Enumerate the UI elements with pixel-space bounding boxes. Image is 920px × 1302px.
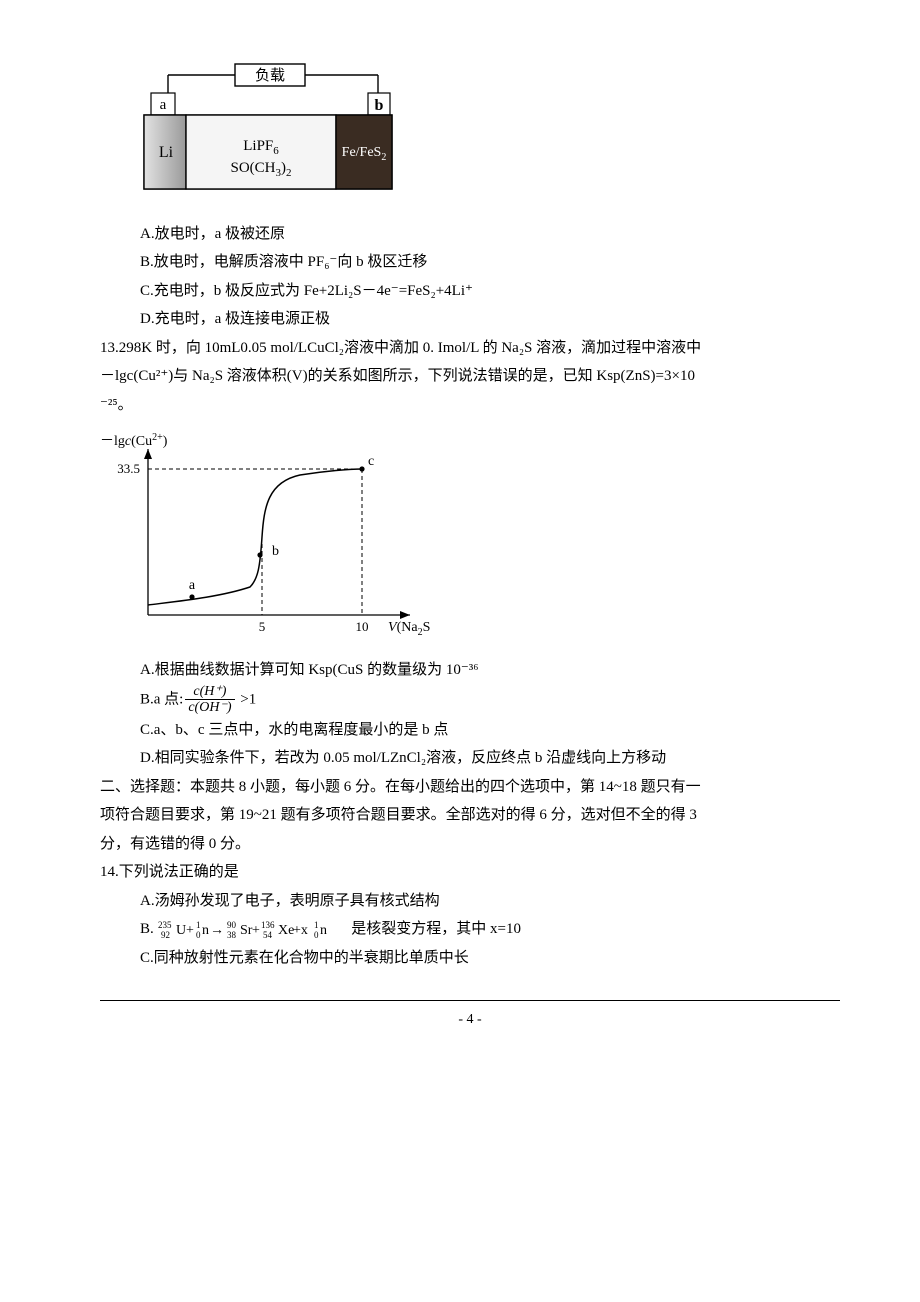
svg-text:0: 0 (314, 930, 319, 940)
svg-text:92: 92 (161, 930, 170, 940)
svg-text:1: 1 (196, 920, 201, 930)
q13b-den: c(OH⁻) (185, 700, 234, 715)
battery-diagram: 负载 a b Li LiPF6 SO(CH3)2 Fe/FeS2 (140, 60, 840, 206)
svg-text:n: n (202, 923, 209, 938)
svg-text:+: + (252, 923, 260, 938)
svg-text:→: → (210, 923, 224, 938)
svg-text:Sr: Sr (240, 923, 253, 938)
li-label: Li (159, 144, 174, 161)
svg-text:Xe: Xe (278, 923, 294, 938)
ylabel: －lgc(Cu2+) (100, 432, 168, 449)
svg-text:n: n (320, 923, 327, 938)
q13b-prefix: B.a 点: (140, 691, 183, 707)
q13-option-d: D.相同实验条件下，若改为 0.05 mol/LZnCl₂溶液，反应终点 b 沿… (140, 744, 840, 773)
q13-option-c: C.a、b、c 三点中，水的电离程度最小的是 b 点 (140, 716, 840, 745)
q14b-suffix: 是核裂变方程，其中 x=10 (351, 921, 521, 937)
section2-l1: 二、选择题：本题共 8 小题，每小题 6 分。在每小题给出的四个选项中，第 14… (100, 773, 840, 802)
svg-text:1: 1 (314, 920, 319, 930)
xtick-5: 5 (259, 619, 266, 634)
page-footer: - 4 - (100, 1000, 840, 1034)
terminal-a: a (160, 97, 167, 113)
q13-option-a: A.根据曲线数据计算可知 Ksp(CuS 的数量级为 10⁻³⁶ (140, 656, 840, 685)
svg-text:38: 38 (227, 930, 237, 940)
q12-option-b: B.放电时，电解质溶液中 PF₆⁻向 b 极区迁移 (140, 248, 840, 277)
svg-text:U: U (176, 923, 186, 938)
xlabel: V(Na2S)/mL (388, 620, 430, 637)
q14-option-a: A.汤姆孙发现了电子，表明原子具有核式结构 (140, 887, 840, 916)
point-c: c (368, 454, 374, 469)
point-b: b (272, 544, 279, 559)
q12-option-a: A.放电时，a 极被还原 (140, 220, 840, 249)
q12-option-c: C.充电时，b 极反应式为 Fe+2Li₂S－4e⁻=FeS₂+4Li⁺ (140, 277, 840, 306)
terminal-b: b (375, 97, 384, 114)
svg-text:235: 235 (158, 920, 172, 930)
q13-stem-2: －lgc(Cu²⁺)与 Na₂S 溶液体积(V)的关系如图所示，下列说法错误的是… (100, 362, 840, 391)
battery-svg: 负载 a b Li LiPF6 SO(CH3)2 Fe/FeS2 (140, 60, 395, 195)
load-label: 负载 (255, 67, 285, 84)
q12-option-d: D.充电时，a 极连接电源正极 (140, 305, 840, 334)
svg-text:+: + (186, 923, 194, 938)
q13b-suffix: >1 (237, 691, 257, 707)
xtick-10: 10 (356, 619, 369, 634)
svg-text:54: 54 (263, 930, 273, 940)
q13-stem-3: ⁻²⁵。 (100, 391, 840, 420)
curve (148, 469, 362, 605)
q13b-num: c(H⁺) (185, 684, 234, 700)
q14b-prefix: B. (140, 921, 158, 937)
section2-l3: 分，有选错的得 0 分。 (100, 830, 840, 859)
q13-stem-1: 13.298K 时，向 10mL0.05 mol/LCuCl₂溶液中滴加 0. … (100, 334, 840, 363)
section2-l2: 项符合题目要求，第 19~21 题有多项符合题目要求。全部选对的得 6 分，选对… (100, 801, 840, 830)
svg-text:+x: +x (293, 923, 308, 938)
q13-chart: －lgc(Cu2+) 33.5 5 10 V(Na2S)/mL a b c (100, 427, 840, 648)
svg-text:90: 90 (227, 920, 237, 930)
q14-stem: 14.下列说法正确的是 (100, 858, 840, 887)
svg-text:0: 0 (196, 930, 201, 940)
ytick: 33.5 (117, 461, 140, 476)
q14-option-c: C.同种放射性元素在化合物中的半衰期比单质中长 (140, 944, 840, 973)
q14-option-b: B. 235 92 U + 1 0 n → 90 38 Sr + 136 54 … (140, 915, 840, 944)
nuclear-eq: 235 92 U + 1 0 n → 90 38 Sr + 136 54 Xe … (158, 918, 348, 942)
q13b-fraction: c(H⁺)c(OH⁻) (185, 684, 234, 716)
point-a: a (189, 578, 196, 593)
q13-option-b: B.a 点:c(H⁺)c(OH⁻) >1 (140, 684, 840, 716)
q13-chart-svg: －lgc(Cu2+) 33.5 5 10 V(Na2S)/mL a b c (100, 427, 430, 637)
svg-text:136: 136 (261, 920, 275, 930)
